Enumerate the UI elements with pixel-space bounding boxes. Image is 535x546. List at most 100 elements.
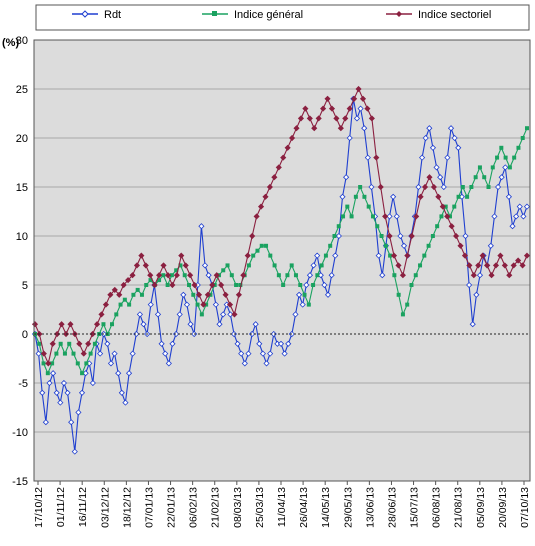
data-point [173, 272, 180, 279]
data-point [315, 115, 322, 122]
data-point [248, 330, 256, 338]
data-point [216, 321, 223, 328]
data-point [516, 145, 521, 150]
data-point [178, 263, 183, 268]
data-point [68, 419, 75, 426]
legend-marker-rdt [81, 10, 89, 18]
data-point [390, 252, 398, 259]
data-point [151, 281, 158, 289]
data-point [494, 183, 502, 191]
data-point [187, 321, 194, 328]
data-point [512, 155, 517, 160]
data-point [457, 242, 464, 249]
data-point [252, 321, 259, 328]
x-tick-label: 15/07/13 [409, 487, 421, 528]
data-point [491, 213, 498, 220]
data-point [430, 234, 435, 238]
data-point [98, 311, 105, 318]
data-point [111, 286, 118, 293]
data-point [262, 193, 269, 200]
data-point [488, 272, 495, 279]
data-point [306, 272, 314, 279]
data-point [293, 125, 300, 132]
data-point [49, 340, 56, 347]
data-point [41, 361, 46, 366]
data-point [351, 95, 358, 102]
data-point [281, 283, 286, 287]
data-point [368, 183, 375, 191]
data-point [501, 262, 508, 269]
data-point [122, 399, 129, 406]
y-axis-unit-label: (%) [2, 37, 19, 49]
data-point [320, 105, 327, 112]
data-point [299, 301, 306, 308]
data-point [272, 263, 277, 268]
y-tick-label: 30 [16, 35, 28, 47]
data-point [39, 389, 46, 396]
data-point [75, 409, 82, 416]
data-point [225, 263, 230, 268]
x-tick-label: 26/04/13 [298, 487, 310, 528]
data-point [321, 281, 328, 289]
data-point [84, 361, 89, 366]
legend-box [35, 4, 530, 31]
data-point [451, 134, 458, 142]
x-tick-label: 29/05/13 [342, 487, 354, 528]
data-point [422, 253, 427, 258]
data-point [297, 115, 305, 122]
data-point [306, 302, 311, 307]
data-point [314, 252, 321, 259]
data-point [516, 203, 523, 210]
data-point [191, 292, 196, 297]
data-point [426, 125, 433, 132]
data-point [89, 379, 96, 387]
data-point [355, 85, 362, 93]
y-axis-ticks: 30 25 20 15 10 5 0 -5 -10 -15 [12, 35, 28, 488]
data-point [139, 292, 144, 297]
data-point [310, 262, 317, 269]
data-point [495, 155, 500, 160]
data-point [515, 257, 522, 264]
data-point [133, 262, 141, 269]
data-point [426, 174, 433, 181]
data-point [333, 115, 340, 122]
data-point [182, 273, 187, 278]
data-point [107, 360, 115, 367]
data-point [386, 213, 393, 220]
data-point [523, 203, 531, 210]
data-point [399, 272, 406, 279]
data-point [408, 232, 415, 240]
data-point [136, 311, 143, 318]
x-tick-label: 07/10/13 [519, 487, 531, 528]
data-point [191, 281, 198, 289]
data-point [328, 243, 333, 248]
data-point [187, 283, 192, 287]
data-point [102, 301, 109, 308]
x-tick-label: 05/09/13 [475, 487, 487, 528]
data-point [131, 292, 136, 297]
data-point [473, 175, 478, 180]
data-point [180, 291, 187, 298]
data-point [111, 350, 118, 357]
data-point [276, 273, 281, 278]
data-point [366, 204, 371, 209]
data-point [298, 283, 303, 287]
data-point [368, 115, 375, 122]
data-point [439, 203, 446, 210]
data-point [222, 291, 229, 298]
data-point [264, 243, 269, 248]
legend-marker-indice-general [212, 11, 217, 16]
data-point [510, 262, 517, 269]
data-point [266, 183, 273, 191]
data-point [345, 204, 350, 209]
data-point [382, 213, 389, 220]
data-point [201, 262, 209, 269]
data-point [147, 301, 154, 308]
data-point [342, 115, 349, 122]
data-point [263, 360, 270, 367]
data-point [62, 351, 67, 356]
data-point [353, 115, 361, 122]
data-point [245, 350, 252, 357]
data-point [302, 292, 307, 297]
